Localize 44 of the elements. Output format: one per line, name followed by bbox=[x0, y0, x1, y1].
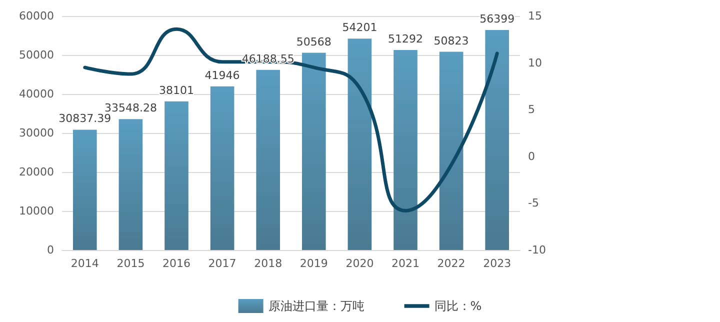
y2-tick-label: -10 bbox=[528, 244, 546, 256]
bar bbox=[302, 52, 326, 250]
x-tick-label: 2014 bbox=[70, 257, 99, 270]
legend-label: 原油进口量：万吨 bbox=[268, 299, 364, 313]
y-tick-label: 10000 bbox=[19, 204, 54, 218]
x-tick-label: 2022 bbox=[437, 257, 466, 270]
x-tick-label: 2021 bbox=[392, 257, 420, 270]
data-label: 33548.28 bbox=[104, 102, 157, 115]
y-tick-label: 40000 bbox=[19, 88, 54, 100]
bar bbox=[118, 119, 143, 250]
y-tick-label: 30000 bbox=[19, 126, 54, 140]
x-tick-label: 2016 bbox=[162, 257, 190, 270]
y2-tick-label: 15 bbox=[528, 10, 542, 22]
y2-tick-label: 0 bbox=[528, 150, 535, 163]
data-label: 54201 bbox=[342, 21, 378, 34]
y2-tick-label: 5 bbox=[528, 103, 535, 116]
x-tick-label: 2015 bbox=[116, 257, 145, 270]
bar bbox=[164, 101, 188, 250]
x-tick-label: 2019 bbox=[300, 257, 328, 270]
data-label: 50823 bbox=[434, 34, 469, 48]
bar bbox=[256, 70, 280, 250]
x-tick-label: 2023 bbox=[483, 257, 512, 270]
data-label: 50568 bbox=[296, 35, 332, 48]
y-tick-label: 0 bbox=[47, 244, 54, 256]
x-tick-label: 2018 bbox=[254, 257, 282, 270]
x-tick-label: 2020 bbox=[346, 257, 374, 270]
y-tick-label: 50000 bbox=[19, 48, 54, 62]
data-label: 56399 bbox=[480, 12, 515, 26]
data-label: 30837.39 bbox=[58, 112, 112, 126]
bar bbox=[394, 50, 418, 250]
bar bbox=[210, 86, 234, 250]
bar bbox=[348, 38, 372, 250]
y2-tick-label: 10 bbox=[528, 56, 542, 70]
bar bbox=[485, 30, 510, 250]
legend-label: 同比：% bbox=[434, 299, 482, 313]
y-tick-label: 20000 bbox=[19, 166, 54, 178]
x-tick-label: 2017 bbox=[208, 257, 236, 270]
bar bbox=[439, 52, 464, 250]
y-tick-label: 60000 bbox=[19, 10, 54, 22]
y2-tick-label: -5 bbox=[528, 196, 539, 210]
data-label: 38101 bbox=[159, 84, 194, 97]
data-label: 41946 bbox=[204, 68, 240, 82]
data-label: 51292 bbox=[388, 32, 423, 46]
bar bbox=[72, 130, 97, 250]
